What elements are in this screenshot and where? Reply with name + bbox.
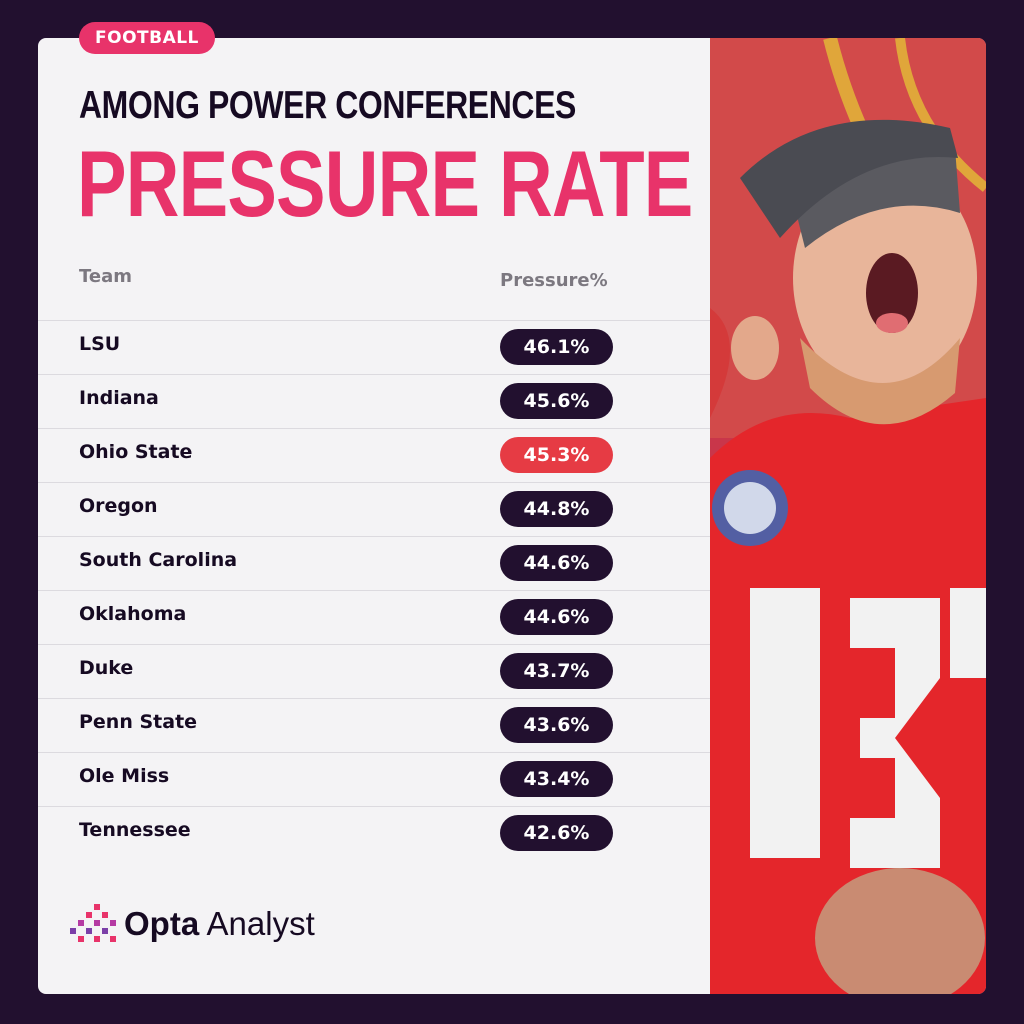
column-header-pressure: Pressure% (500, 270, 608, 291)
pressure-value: 43.7% (500, 653, 613, 689)
table-row: Oklahoma 44.6% (38, 590, 710, 644)
pressure-value: 44.8% (500, 491, 613, 527)
chart-title: PRESSURE RATE (77, 131, 693, 236)
chart-subtitle: AMONG POWER CONFERENCES (79, 84, 576, 127)
table-row: Duke 43.7% (38, 644, 710, 698)
table-row: Oregon 44.8% (38, 482, 710, 536)
team-name: Duke (79, 657, 134, 679)
opta-logo-icon (70, 904, 116, 942)
brand-name: Opta Analyst (124, 905, 315, 943)
pressure-value: 43.4% (500, 761, 613, 797)
team-name: Ohio State (79, 441, 193, 463)
pressure-value: 43.6% (500, 707, 613, 743)
pressure-value: 42.6% (500, 815, 613, 851)
table-row: Tennessee 42.6% (38, 806, 710, 860)
player-photo (710, 38, 986, 994)
pressure-value: 44.6% (500, 599, 613, 635)
table-row: South Carolina 44.6% (38, 536, 710, 590)
pressure-value: 46.1% (500, 329, 613, 365)
pressure-value: 44.6% (500, 545, 613, 581)
team-name: Ole Miss (79, 765, 170, 787)
table-row: Ole Miss 43.4% (38, 752, 710, 806)
table-row: LSU 46.1% (38, 320, 710, 374)
team-name: Indiana (79, 387, 159, 409)
table-row: Indiana 45.6% (38, 374, 710, 428)
opta-analyst-logo: Opta Analyst (70, 904, 315, 944)
column-header-team: Team (79, 266, 132, 287)
team-name: LSU (79, 333, 121, 355)
brand-bold: Opta (124, 905, 200, 942)
brand-regular: Analyst (206, 905, 315, 942)
team-name: South Carolina (79, 549, 238, 571)
table-row: Ohio State 45.3% (38, 428, 710, 482)
team-name: Oregon (79, 495, 158, 517)
pressure-value: 45.6% (500, 383, 613, 419)
pressure-value: 45.3% (500, 437, 613, 473)
category-tag: FOOTBALL (79, 22, 215, 54)
team-name: Oklahoma (79, 603, 187, 625)
team-name: Penn State (79, 711, 198, 733)
ranking-table: LSU 46.1% Indiana 45.6% Ohio State 45.3% Orego… (38, 320, 710, 860)
table-row: Penn State 43.6% (38, 698, 710, 752)
team-name: Tennessee (79, 819, 191, 841)
